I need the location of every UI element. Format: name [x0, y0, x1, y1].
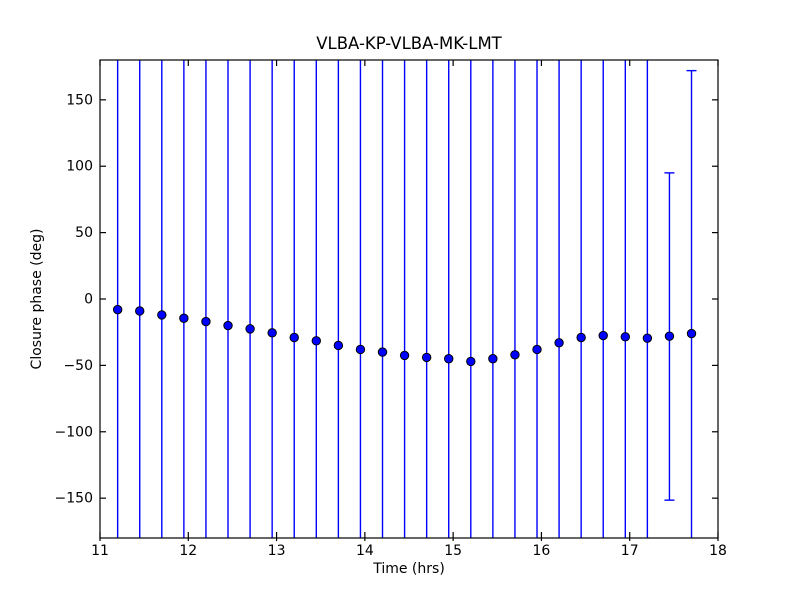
x-tick-label: 18 — [709, 543, 727, 559]
data-point-marker — [179, 313, 189, 323]
y-tick-label: 100 — [66, 159, 93, 175]
data-point-marker — [488, 354, 498, 364]
y-tick-label: −50 — [63, 358, 93, 374]
data-point-marker — [267, 328, 277, 338]
data-point-marker — [399, 350, 410, 361]
y-axis-label: Closure phase (deg) — [29, 228, 45, 370]
data-point-marker — [664, 331, 675, 341]
data-point-marker — [377, 347, 388, 357]
y-tick-label: −100 — [55, 424, 93, 440]
data-point-marker — [355, 344, 366, 355]
x-tick-label: 17 — [621, 543, 639, 559]
x-tick-label: 14 — [356, 543, 374, 559]
data-point-marker — [223, 320, 233, 331]
y-tick-label: 50 — [75, 225, 93, 241]
y-tick-label: 0 — [84, 292, 93, 308]
data-point-marker — [686, 328, 697, 339]
y-tick-label: −150 — [55, 491, 93, 507]
x-tick-label: 15 — [444, 543, 462, 559]
data-point-marker — [510, 350, 520, 360]
x-tick-label: 16 — [533, 543, 551, 559]
data-point-marker — [157, 310, 167, 320]
data-point-marker — [421, 352, 432, 363]
data-point-marker — [466, 356, 476, 367]
data-point-marker — [554, 338, 564, 348]
data-point-marker — [620, 332, 630, 342]
x-tick-label: 12 — [179, 543, 197, 559]
data-point-marker — [642, 333, 653, 343]
data-point-marker — [135, 306, 145, 316]
data-point-marker — [576, 332, 586, 343]
data-point-marker — [444, 354, 454, 364]
data-point-marker — [112, 304, 123, 315]
chart-title: VLBA-KP-VLBA-MK-LMT — [316, 34, 502, 53]
data-point-marker — [532, 344, 542, 355]
data-point-marker — [289, 332, 299, 343]
x-axis-label: Time (hrs) — [373, 561, 445, 577]
data-point-marker — [333, 340, 344, 351]
y-tick-label: 150 — [66, 92, 93, 108]
data-point-marker — [245, 324, 255, 334]
x-tick-label: 11 — [91, 543, 109, 559]
data-point-marker — [311, 336, 321, 346]
x-tick-label: 13 — [268, 543, 286, 559]
data-point-marker — [598, 330, 608, 341]
data-point-marker — [201, 316, 211, 327]
